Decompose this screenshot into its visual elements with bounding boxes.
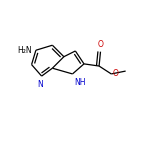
- Text: NH: NH: [74, 78, 85, 87]
- Text: O: O: [113, 69, 119, 78]
- Text: N: N: [37, 80, 43, 89]
- Text: O: O: [98, 40, 103, 49]
- Text: H₂N: H₂N: [17, 46, 32, 55]
